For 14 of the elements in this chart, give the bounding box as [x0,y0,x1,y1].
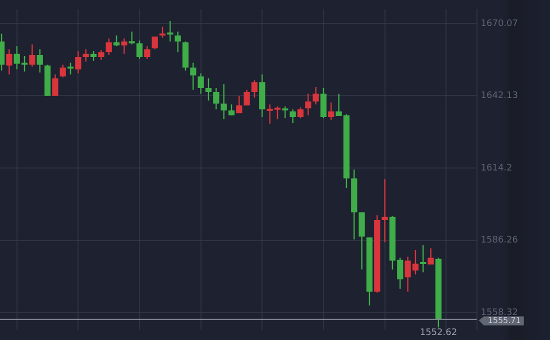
y-tick-label: 1642.13 [480,91,518,102]
candlestick [82,49,89,62]
candlestick [121,38,128,54]
annotation: 1552.62 [420,328,458,338]
y-tick-label: 1670.07 [480,18,518,29]
candlestick [128,32,135,44]
y-tick-label: 1614.2 [480,163,512,174]
candlestick [220,84,227,120]
y-tick-label: 1586.26 [480,236,518,246]
y-tick-label: 1558.32 [480,308,518,318]
ref-line-label: 1555.71 [488,316,521,325]
candlestick [382,179,388,242]
candlestick [167,21,174,42]
candlestick [282,106,288,118]
